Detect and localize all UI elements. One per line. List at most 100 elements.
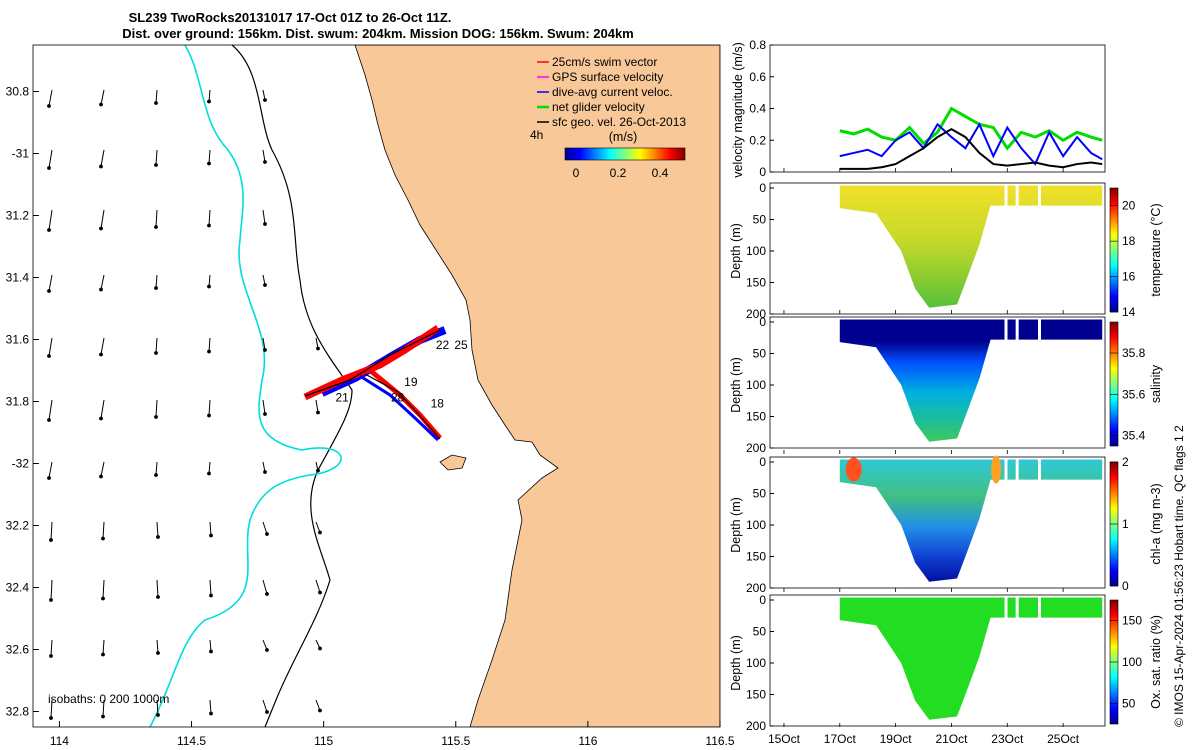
current-arrow <box>156 699 159 716</box>
glider-track <box>303 325 447 442</box>
current-arrow <box>208 337 211 352</box>
current-arrow <box>156 639 159 654</box>
colorbar-label: chl-a (mg m-3) <box>1149 483 1163 564</box>
current-arrowhead <box>47 228 51 232</box>
date-tick: 15Oct <box>768 732 801 746</box>
current-arrowhead <box>263 222 267 226</box>
legend-item-net: net glider velocity <box>552 100 645 114</box>
map-y-tick: 30.8 <box>6 85 30 99</box>
current-arrowhead <box>99 352 103 357</box>
current-arrow <box>50 639 53 657</box>
section-data-gap <box>1015 596 1019 619</box>
section-data-fill <box>839 597 1103 720</box>
current-arrow <box>262 521 268 535</box>
current-arrow <box>100 209 105 229</box>
section-y-tick: 50 <box>753 347 767 361</box>
colorbar-tick: 35.6 <box>1122 387 1146 401</box>
section-ylabel: Depth (m) <box>729 223 743 279</box>
section-y-tick: 100 <box>746 378 766 392</box>
current-arrow <box>48 209 53 231</box>
section-y-tick: 0 <box>759 181 766 195</box>
current-arrowhead <box>318 530 322 535</box>
section-data-gap <box>1004 458 1008 481</box>
current-arrowhead <box>154 473 158 477</box>
legend-item-gps: GPS surface velocity <box>552 70 663 84</box>
section-y-tick: 200 <box>746 441 766 455</box>
isobath-200-line <box>231 45 353 727</box>
section-y-tick: 200 <box>746 581 766 595</box>
colorbar-tick-0: 0 <box>573 166 580 180</box>
section-y-tick: 50 <box>753 625 767 639</box>
section-data-gap <box>1004 184 1008 207</box>
velocity-series-line <box>839 106 1103 151</box>
current-arrowhead <box>209 711 213 716</box>
section-y-tick: 50 <box>753 487 767 501</box>
colorbar-tick: 2 <box>1122 455 1129 469</box>
section-y-tick: 200 <box>746 719 766 733</box>
current-arrow <box>50 579 53 601</box>
section-y-tick: 150 <box>746 276 766 290</box>
section-temperature: 0 50 100 150 200 Depth (m) 14 16 18 20 temperature… <box>729 181 1163 321</box>
map-x-tick: 114 <box>50 734 69 748</box>
day-label: 25 <box>454 338 468 352</box>
velocity-lines <box>839 106 1103 170</box>
colorbar-tick: 35.4 <box>1122 429 1146 443</box>
current-arrowhead <box>263 470 267 474</box>
current-arrowhead <box>318 646 322 651</box>
current-arrowhead <box>99 287 103 292</box>
section-y-tick: 0 <box>759 455 766 469</box>
current-vector-field <box>47 89 322 720</box>
current-arrowhead <box>47 354 51 358</box>
map-x-tick: 115 <box>314 734 333 748</box>
map-y-tick: 32.4 <box>6 581 30 595</box>
current-arrowhead <box>154 163 158 167</box>
isobath-1000-line <box>149 45 342 727</box>
current-arrow <box>208 461 211 474</box>
current-arrow <box>102 699 105 717</box>
colorbar-tick: 16 <box>1122 270 1136 284</box>
date-axis-ticks: 15Oct 17Oct 19Oct 21Oct 23Oct 25Oct <box>768 168 1080 746</box>
current-arrowhead <box>316 468 320 473</box>
current-arrowhead <box>49 538 53 542</box>
velocity-y-tick: 0 <box>759 165 766 179</box>
current-arrowhead <box>265 592 269 596</box>
current-arrowhead <box>47 289 51 293</box>
current-arrowhead <box>101 714 105 719</box>
figure-title-line1: SL239 TwoRocks20131017 17-Oct 01Z to 26-… <box>129 10 452 25</box>
current-arrow <box>208 89 211 102</box>
colorbar-tick: 0 <box>1122 579 1129 593</box>
current-arrow <box>100 149 105 167</box>
colorbar-label: Ox. sat. ratio (%) <box>1149 615 1163 709</box>
section-data-fill <box>839 459 1103 582</box>
section-data-gap <box>1015 318 1019 341</box>
map-x-tick: 116.5 <box>705 734 734 748</box>
current-arrow <box>155 461 158 476</box>
section-oxygen: 0 50 100 150 200 Depth (m) 50 100 150 Ox. sat. ra… <box>729 593 1163 733</box>
current-arrow <box>155 399 158 418</box>
current-arrow <box>48 461 53 479</box>
velocity-panel: 0 0.2 0.4 0.6 0.8 velocity magnitude (m/s) <box>731 38 1106 179</box>
current-arrow <box>156 521 159 538</box>
day-label: 19 <box>404 375 418 389</box>
colorbar-tick-1: 0.2 <box>610 166 627 180</box>
current-arrow <box>48 399 53 421</box>
map-y-tick: 32.2 <box>6 519 30 533</box>
section-y-tick: 150 <box>746 550 766 564</box>
current-arrowhead <box>263 348 267 352</box>
legend-4h-label: 4h <box>530 128 543 142</box>
map-y-tick: 31.6 <box>6 333 30 347</box>
current-arrow <box>102 639 105 655</box>
current-arrow <box>262 579 268 595</box>
current-arrow <box>209 579 212 596</box>
isobaths-label: isobaths: 0 200 1000m <box>48 692 169 706</box>
map-axis-ticks: 114 114.5 115 115.5 116 116.5 30.8 -31 31.2 31.4 3… <box>6 85 735 749</box>
section-ylabel: Depth (m) <box>729 497 743 553</box>
current-arrowhead <box>47 476 51 480</box>
land-polygon <box>354 45 720 727</box>
colorbar-tick: 14 <box>1122 305 1136 319</box>
section-data-gap <box>1038 318 1041 341</box>
velocity-ylabel: velocity magnitude (m/s) <box>731 42 745 177</box>
current-arrow <box>262 337 266 351</box>
date-tick: 25Oct <box>1047 732 1080 746</box>
current-arrow <box>209 639 212 652</box>
